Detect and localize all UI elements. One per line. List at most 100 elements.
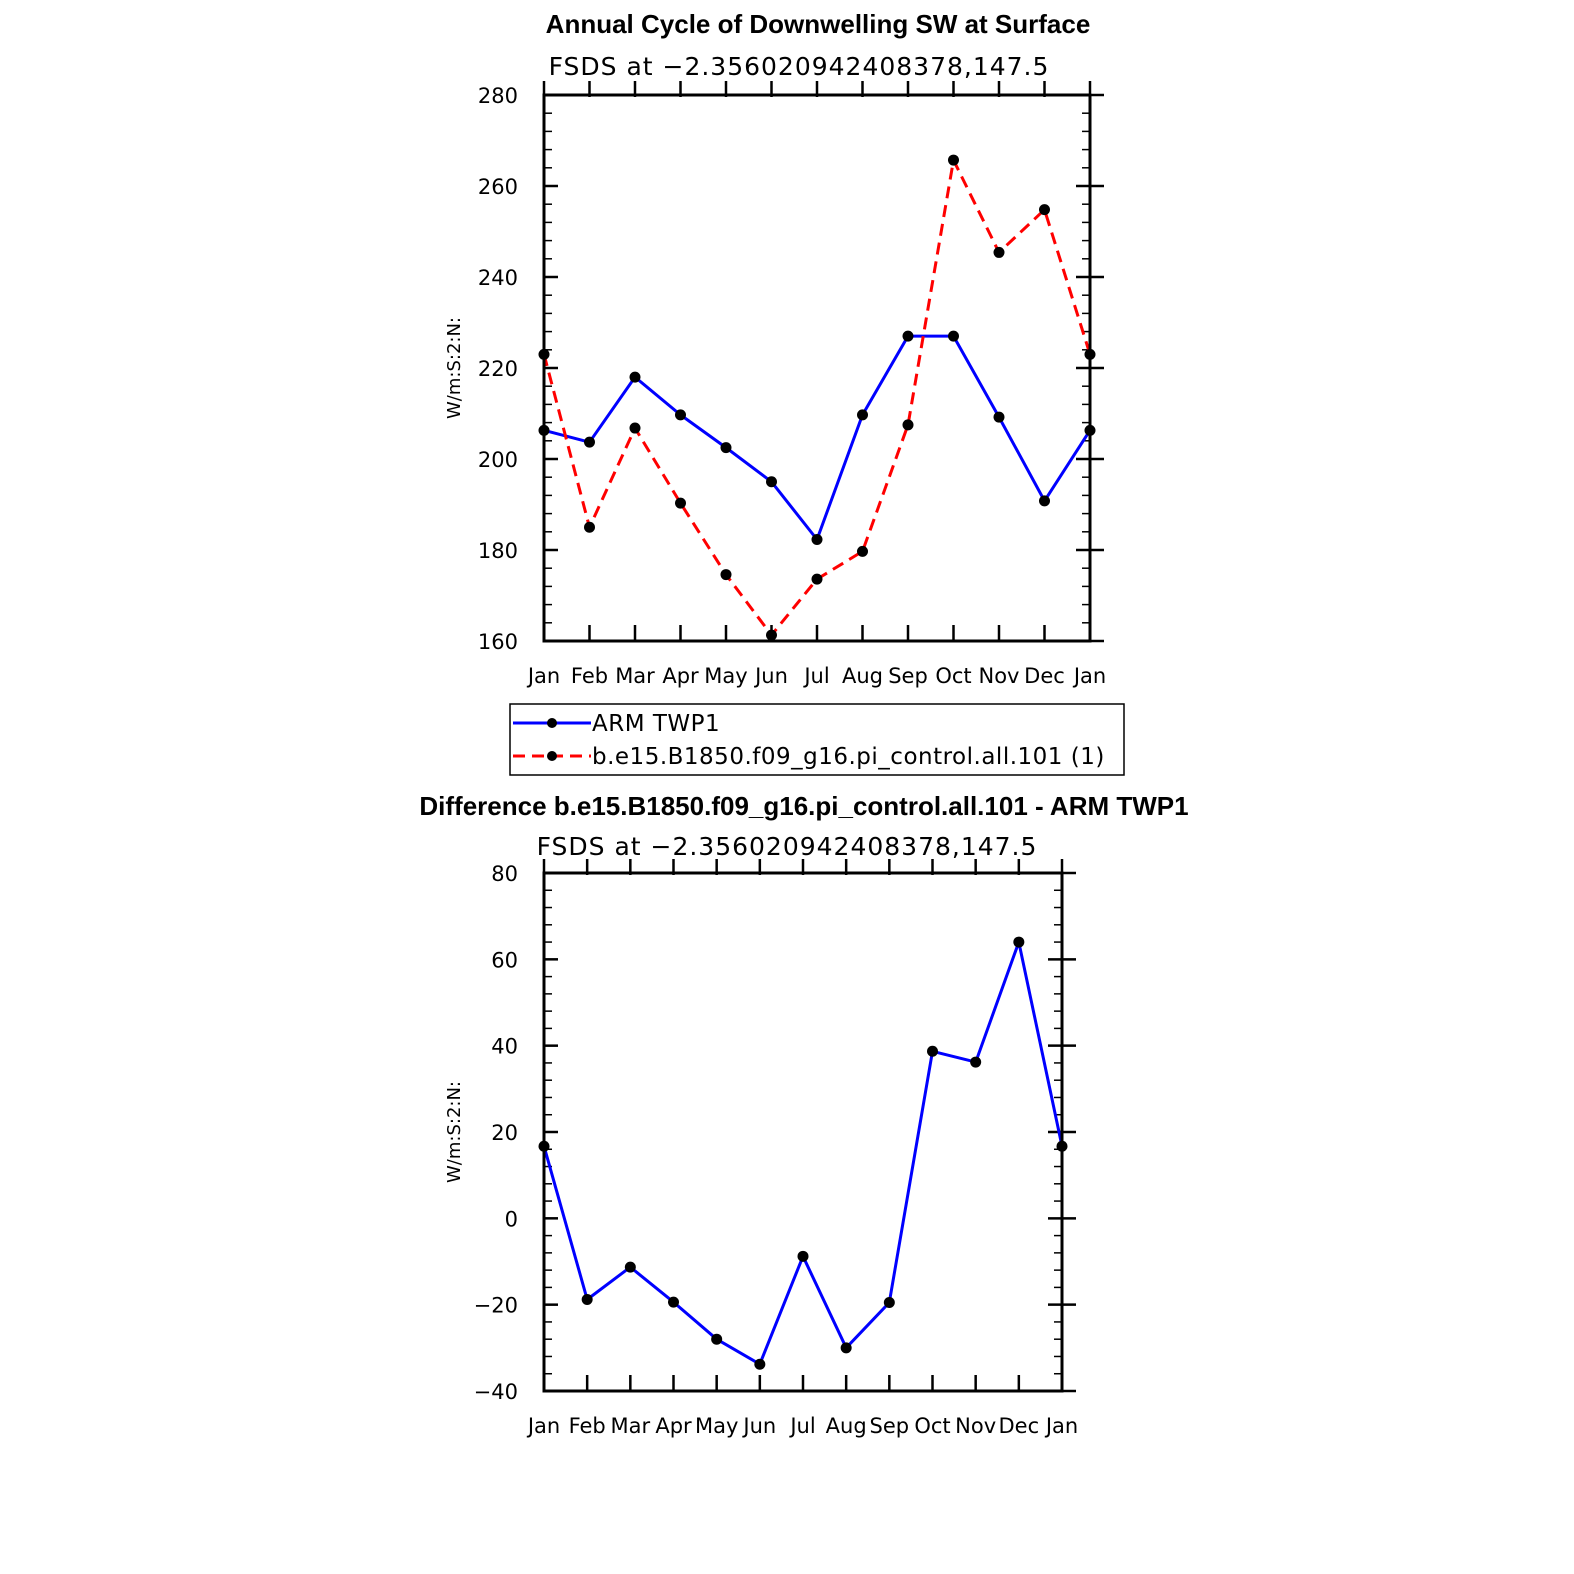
legend-item-model: b.e15.B1850.f09_g16.pi_control.all.101 (… [513, 744, 1105, 770]
panel1-y-tick-label: 160 [478, 630, 518, 654]
panel1-series-0-point [675, 409, 686, 421]
panel1-x-tick-label: Mar [615, 664, 655, 688]
panel1-series-0-point [720, 442, 732, 454]
annual-cycle-panel: Annual Cycle of Downwelling SW at Surfac… [444, 9, 1125, 776]
legend-arm-twp1-label: ARM TWP1 [592, 711, 720, 737]
panel1-y-tick-labels: 160 180 200 220 240 260 280 [478, 84, 518, 654]
panel2-x-tick-labels: Jan Feb Mar Apr May Jun Jul Aug Sep Oct Nov Dec Jan [526, 1414, 1078, 1438]
panel1-series-1-point [1039, 204, 1050, 216]
panel2-x-tick-label: Nov [955, 1414, 996, 1438]
panel1-x-tick-label: Nov [979, 664, 1020, 688]
panel2-x-tick-label: Jan [526, 1414, 560, 1438]
panel1-x-tick-label: Oct [935, 664, 971, 688]
panel1-series-1-point [857, 545, 868, 557]
panel1-x-tick-label: Jan [1072, 664, 1106, 688]
panel2-series-0-point [754, 1358, 766, 1370]
panel1-x-tick-label: Feb [571, 664, 608, 688]
panel2-x-tick-label: Mar [611, 1414, 651, 1438]
panel1-series-1-point [993, 246, 1005, 258]
panel2-title: Difference b.e15.B1850.f09_g16.pi_contro… [419, 791, 1188, 821]
panel1-ticks [542, 81, 1104, 643]
panel1-plot-frame [542, 93, 1092, 643]
panel1-y-tick-label: 280 [478, 84, 518, 108]
panel2-x-tick-label: Feb [569, 1414, 606, 1438]
panel2-y-tick-label: 20 [491, 1121, 518, 1145]
panel1-x-tick-label: Aug [842, 664, 883, 688]
panel2-x-tick-label: Sep [870, 1414, 910, 1438]
panel1-x-tick-label: Sep [888, 664, 928, 688]
panel1-y-tick-label: 200 [478, 448, 518, 472]
panel2-subtitle: FSDS at −2.356020942408378,147.5 [537, 832, 1038, 861]
panel2-series-0-point [668, 1296, 679, 1308]
panel1-x-tick-label: Jun [753, 664, 788, 688]
panel2-series-0-point [581, 1293, 593, 1305]
panel2-x-tick-label: Apr [655, 1414, 692, 1438]
panel2-data-points [538, 936, 1068, 1370]
panel1-series-0-point [993, 411, 1005, 423]
panel2-x-tick-label: Dec [999, 1414, 1040, 1438]
panel1-series-1-point [902, 419, 914, 431]
panel1-series-0-point [629, 371, 641, 383]
panel1-series-line-1 [542, 158, 1092, 637]
panel2-y-tick-label: 0 [505, 1207, 518, 1231]
panel1-series-1-point [675, 497, 686, 509]
panel1-series-1-point [811, 573, 823, 585]
panel2-x-tick-label: Aug [826, 1414, 867, 1438]
panel1-x-tick-label: Apr [662, 664, 699, 688]
panel1-series-1-point [584, 521, 595, 533]
panel2-y-axis-label: W/m:S:2:N: [444, 1081, 465, 1183]
panel1-x-tick-label: May [704, 664, 747, 688]
panel1-series-1-point [629, 422, 641, 434]
panel2-series-line-0 [542, 940, 1064, 1366]
panel1-title: Annual Cycle of Downwelling SW at Surfac… [546, 9, 1091, 39]
panel1-series-0-point [811, 534, 823, 546]
legend-box [509, 703, 1125, 776]
legend-model-marker [547, 751, 557, 761]
panel1-series-line-0 [543, 334, 1092, 541]
panel2-y-tick-label: −20 [474, 1294, 518, 1318]
panel1-y-tick-label: 180 [478, 539, 518, 563]
panel2-x-tick-label: Oct [914, 1414, 950, 1438]
panel1-series-1-point [766, 629, 777, 641]
panel1-y-tick-label: 260 [478, 175, 518, 199]
panel2-x-tick-label: Jun [741, 1414, 776, 1438]
panel2-x-tick-label: Jul [788, 1414, 815, 1438]
difference-panel: Difference b.e15.B1850.f09_g16.pi_contro… [419, 791, 1188, 1438]
panel1-x-tick-label: Jul [802, 664, 829, 688]
panel2-x-tick-label: May [695, 1414, 738, 1438]
panel2-series-0-point [883, 1297, 895, 1309]
panel1-series-0-point [857, 409, 868, 421]
panel1-x-tick-label: Dec [1024, 664, 1065, 688]
panel1-series-0-point [584, 436, 595, 448]
panel1-series-0-point [1039, 495, 1050, 507]
panel1-series-lines [542, 158, 1092, 637]
panel2-y-tick-label: −40 [474, 1380, 518, 1404]
panel2-series-0-point [1013, 936, 1025, 948]
panel1-subtitle: FSDS at −2.356020942408378,147.5 [549, 52, 1050, 81]
panel2-y-tick-label: 60 [491, 948, 518, 972]
panel2-x-tick-label: Jan [1044, 1414, 1078, 1438]
panel2-y-tick-label: 40 [491, 1035, 518, 1059]
legend-arm-twp1-marker [547, 718, 557, 728]
panel1-series-1-point [720, 569, 732, 581]
panel2-plot-frame [542, 871, 1064, 1393]
panel1-series-0-point [948, 330, 959, 342]
legend: ARM TWP1 b.e15.B1850.f09_g16.pi_control.… [509, 703, 1125, 776]
legend-item-arm-twp1: ARM TWP1 [513, 711, 720, 737]
panel1-series-1-point [948, 154, 959, 166]
panel2-y-tick-label: 80 [491, 862, 518, 886]
panel1-series-0-point [902, 330, 914, 342]
panel2-ticks [542, 859, 1076, 1393]
panel1-y-tick-label: 220 [478, 357, 518, 381]
panel2-series-0-point [927, 1045, 938, 1057]
panel2-series-lines [542, 940, 1064, 1366]
panel2-series-0-point [840, 1342, 852, 1354]
panel2-series-0-point [797, 1250, 809, 1262]
legend-model-label: b.e15.B1850.f09_g16.pi_control.all.101 (… [592, 744, 1105, 770]
panel2-y-tick-labels: −40 −20 0 20 40 60 80 [474, 862, 518, 1404]
panel1-x-tick-labels: Jan Feb Mar Apr May Jun Jul Aug Sep Oct Nov Dec Jan [526, 664, 1106, 688]
panel1-series-0-point [766, 476, 777, 488]
panel1-x-tick-label: Jan [526, 664, 560, 688]
panel2-series-0-point [711, 1333, 723, 1345]
